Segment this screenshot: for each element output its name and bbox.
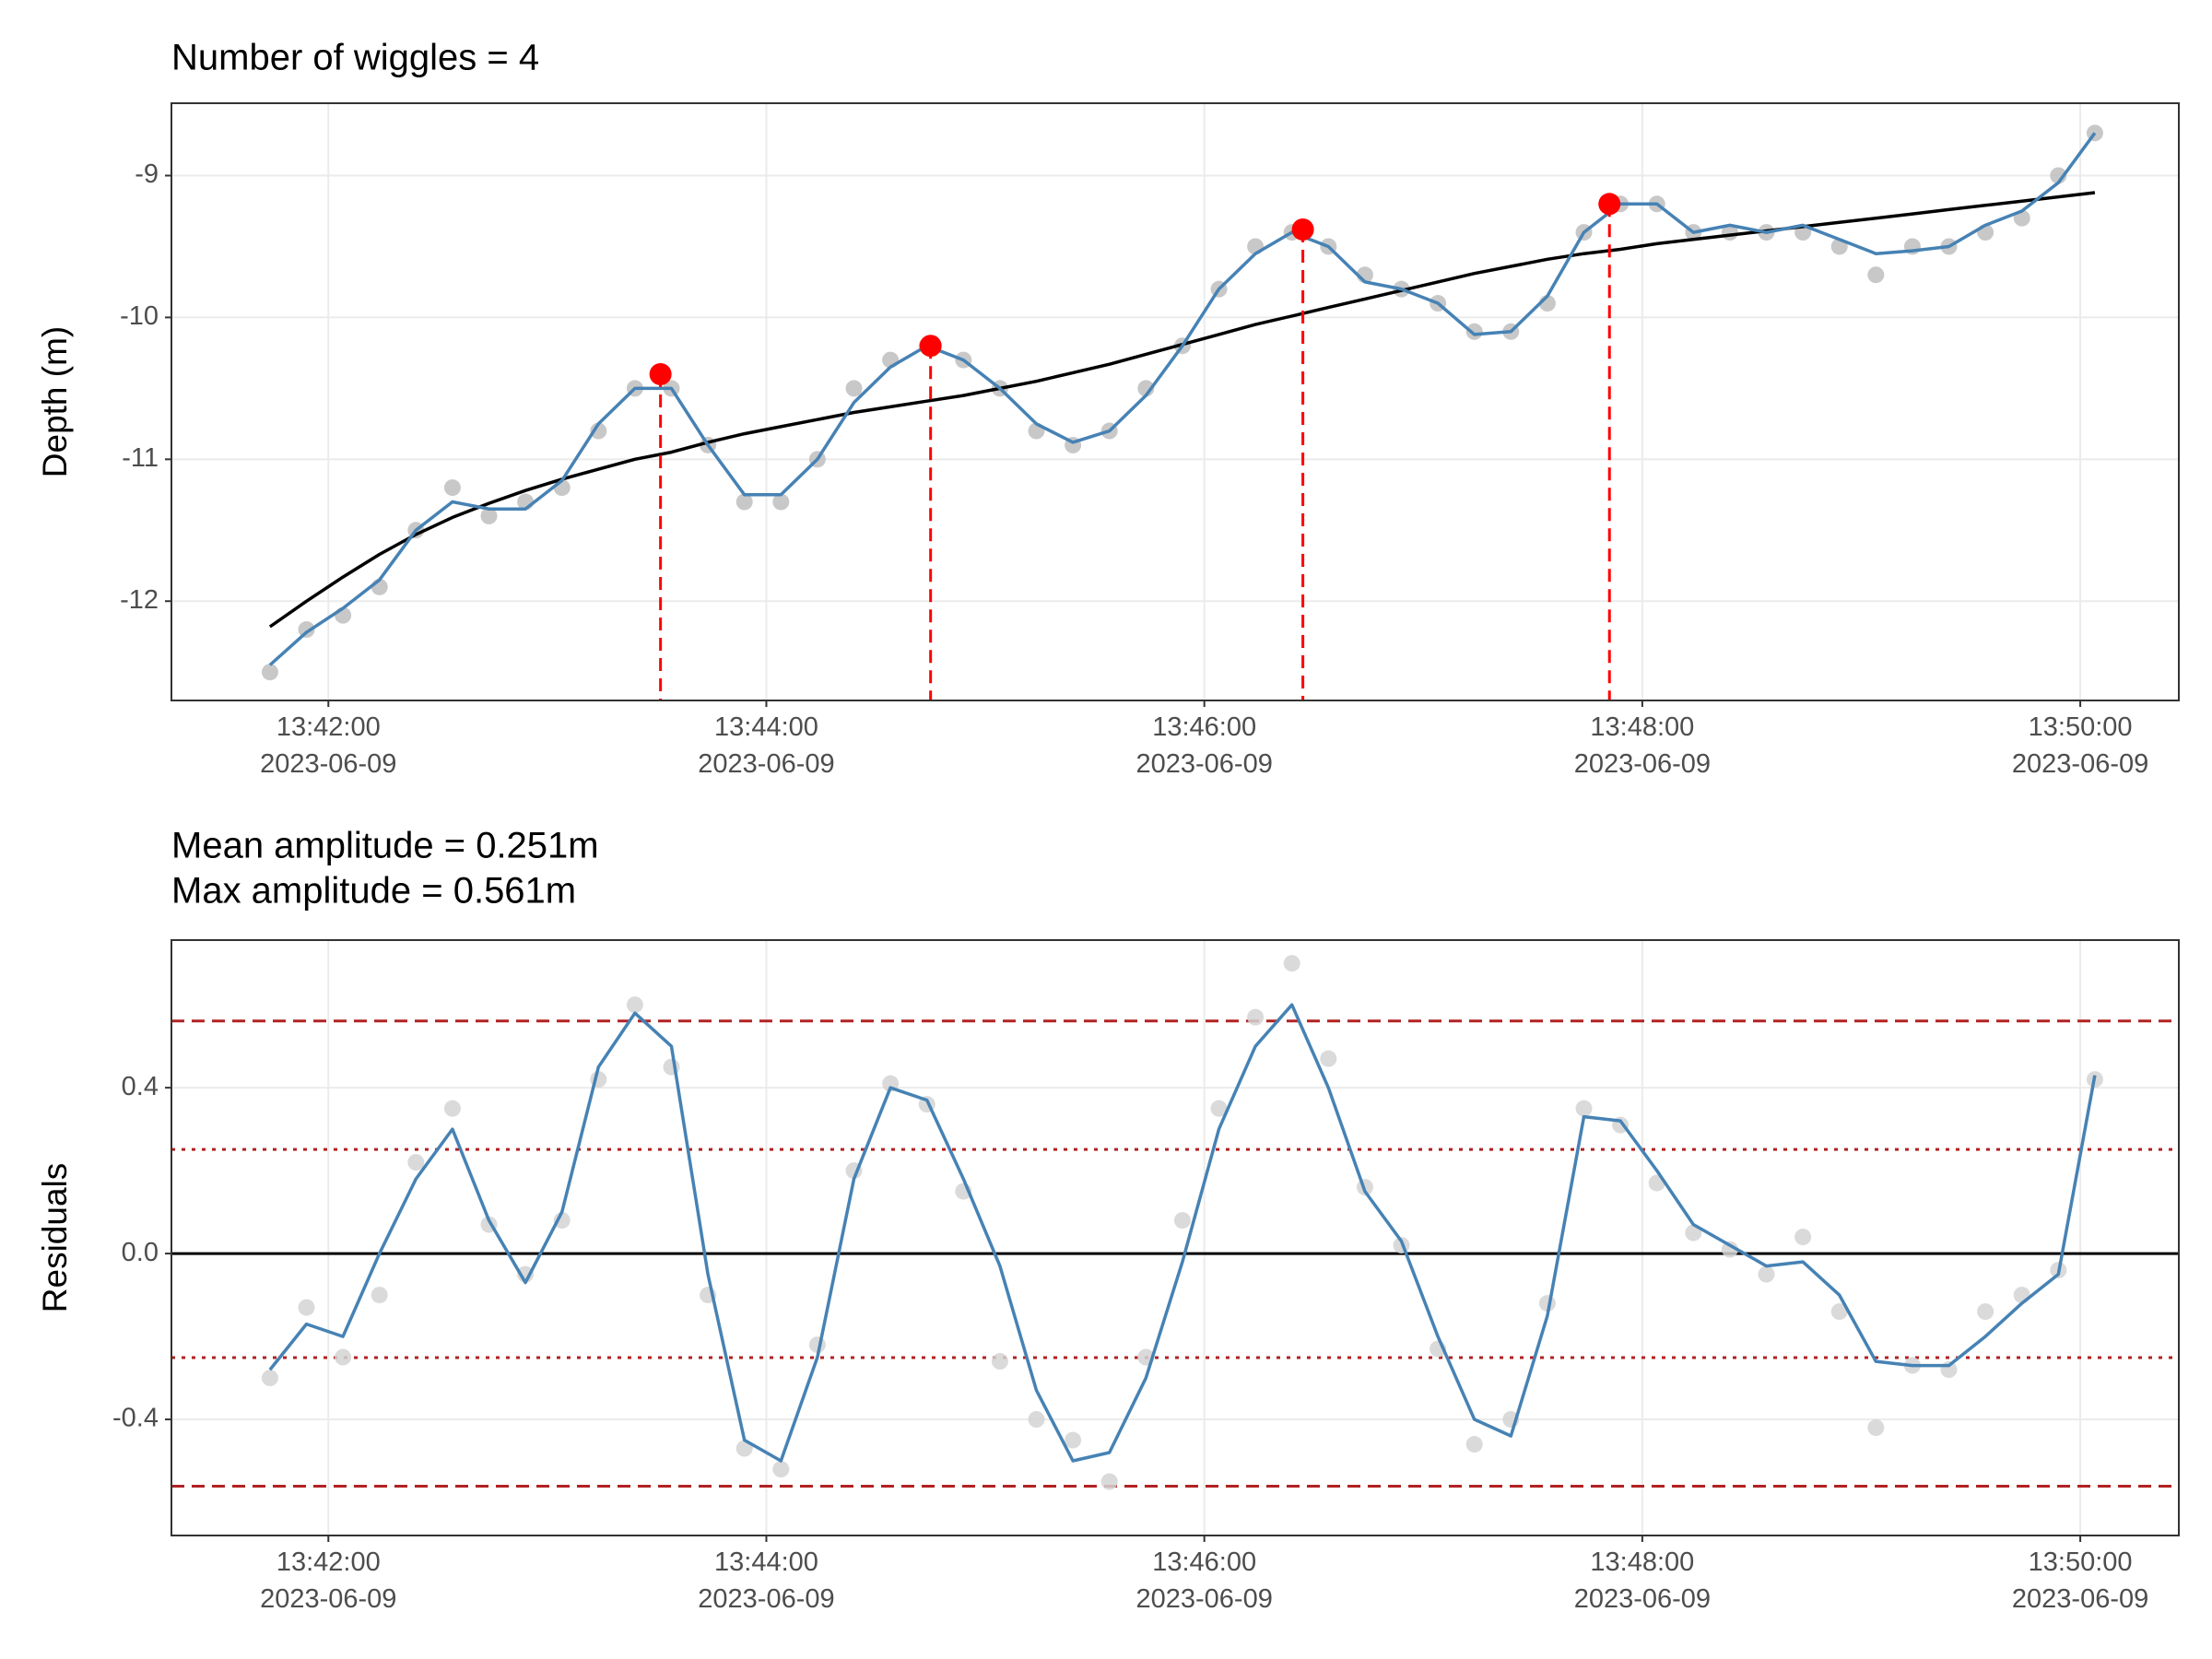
x-tick-label: 13:48:00 2023-06-09 <box>1574 712 1711 779</box>
x-tick-label: 13:42:00 2023-06-09 <box>260 712 396 779</box>
x-tick-label: 13:50:00 2023-06-09 <box>2012 1547 2148 1614</box>
data-point <box>1721 1241 1738 1258</box>
x-tick-label-line: 2023-06-09 <box>698 1584 834 1614</box>
peak-point <box>1291 218 1314 241</box>
x-tick-label-line: 13:46:00 <box>1152 712 1256 742</box>
y-tick-label: -12 <box>120 585 159 615</box>
x-tick-label-line: 13:48:00 <box>1590 1547 1694 1577</box>
x-tick-label-line: 2023-06-09 <box>1574 749 1711 779</box>
y-tick-label: -10 <box>120 301 159 331</box>
data-point <box>991 1353 1008 1371</box>
data-point <box>735 493 753 511</box>
series-line <box>268 1003 2097 1463</box>
data-point <box>590 422 607 440</box>
x-tick-label-line: 13:42:00 <box>276 712 381 742</box>
data-point <box>298 1299 315 1316</box>
peak-point <box>919 335 942 358</box>
y-axis-title: Residuals <box>36 1163 74 1312</box>
data-point <box>1867 266 1885 284</box>
x-tick-label-line: 2023-06-09 <box>1136 749 1273 779</box>
x-tick-label-line: 2023-06-09 <box>698 749 834 779</box>
x-tick-label-line: 13:48:00 <box>1590 712 1694 742</box>
data-point <box>261 664 278 681</box>
data-point <box>1247 1008 1265 1026</box>
data-point <box>335 1348 352 1366</box>
data-point <box>772 493 790 511</box>
data-point <box>1283 955 1300 972</box>
data-point <box>1100 1473 1118 1490</box>
x-tick-label: 13:42:00 2023-06-09 <box>260 1547 396 1614</box>
data-point <box>2013 1287 2030 1304</box>
peak-point <box>649 362 672 385</box>
plot-background <box>171 103 2179 700</box>
data-point <box>480 507 498 524</box>
chart-title: Mean amplitude = 0.251m <box>171 826 599 866</box>
y-tick-label: -0.4 <box>112 1404 159 1433</box>
x-tick-label: 13:50:00 2023-06-09 <box>2012 712 2148 779</box>
y-tick-label: -11 <box>122 443 159 473</box>
data-point <box>1867 1419 1885 1437</box>
data-point <box>1465 1436 1483 1453</box>
plot-border <box>171 939 2180 1536</box>
x-tick-label-line: 2023-06-09 <box>1136 1584 1273 1614</box>
plot-background <box>171 940 2179 1535</box>
x-tick-label: 13:44:00 2023-06-09 <box>698 1547 834 1614</box>
data-point <box>845 380 863 397</box>
x-tick-label-line: 2023-06-09 <box>2012 749 2148 779</box>
x-tick-label-line: 13:46:00 <box>1152 1547 1256 1577</box>
x-tick-label-line: 13:44:00 <box>714 1547 818 1577</box>
x-tick-label-line: 2023-06-09 <box>1574 1584 1711 1614</box>
data-point <box>1028 1411 1045 1429</box>
x-tick-label-line: 13:42:00 <box>276 1547 381 1577</box>
data-point <box>443 479 461 497</box>
y-tick-label: 0.0 <box>122 1238 159 1267</box>
data-point <box>407 1154 425 1171</box>
x-tick-label: 13:46:00 2023-06-09 <box>1136 1547 1273 1614</box>
data-point <box>298 621 315 639</box>
x-tick-label-line: 2023-06-09 <box>2012 1584 2148 1614</box>
x-tick-label: 13:48:00 2023-06-09 <box>1574 1547 1711 1614</box>
data-point <box>1758 1265 1775 1283</box>
data-point <box>443 1100 461 1117</box>
x-tick-label: 13:44:00 2023-06-09 <box>698 712 834 779</box>
data-point <box>772 1461 790 1478</box>
data-point <box>371 1287 388 1304</box>
data-point <box>1065 1431 1082 1449</box>
data-point <box>1210 1100 1228 1117</box>
x-tick-label-line: 13:50:00 <box>2029 712 2133 742</box>
y-axis-title: Depth (m) <box>36 326 74 477</box>
data-point <box>1977 1303 1994 1321</box>
y-tick-label: 0.4 <box>122 1072 159 1101</box>
x-tick-label-line: 2023-06-09 <box>260 1584 396 1614</box>
data-point <box>626 996 643 1014</box>
data-point <box>1320 1050 1337 1067</box>
chart-title: Number of wiggles = 4 <box>171 38 539 78</box>
series-line <box>268 132 2097 666</box>
x-tick-label: 13:46:00 2023-06-09 <box>1136 712 1273 779</box>
chart-subtitle: Max amplitude = 0.561m <box>171 871 576 912</box>
y-tick-label: -9 <box>135 159 159 189</box>
x-tick-label-line: 13:44:00 <box>714 712 818 742</box>
data-point <box>261 1370 278 1387</box>
data-point <box>553 1212 571 1230</box>
x-tick-label-line: 2023-06-09 <box>260 749 396 779</box>
x-tick-label-line: 13:50:00 <box>2029 1547 2133 1577</box>
data-point <box>1830 1303 1848 1321</box>
data-point <box>1575 1100 1593 1117</box>
data-point <box>1465 323 1483 340</box>
data-point <box>1794 1229 1812 1246</box>
data-point <box>1173 1212 1191 1230</box>
plot-border <box>171 102 2180 701</box>
peak-point <box>1598 193 1621 216</box>
